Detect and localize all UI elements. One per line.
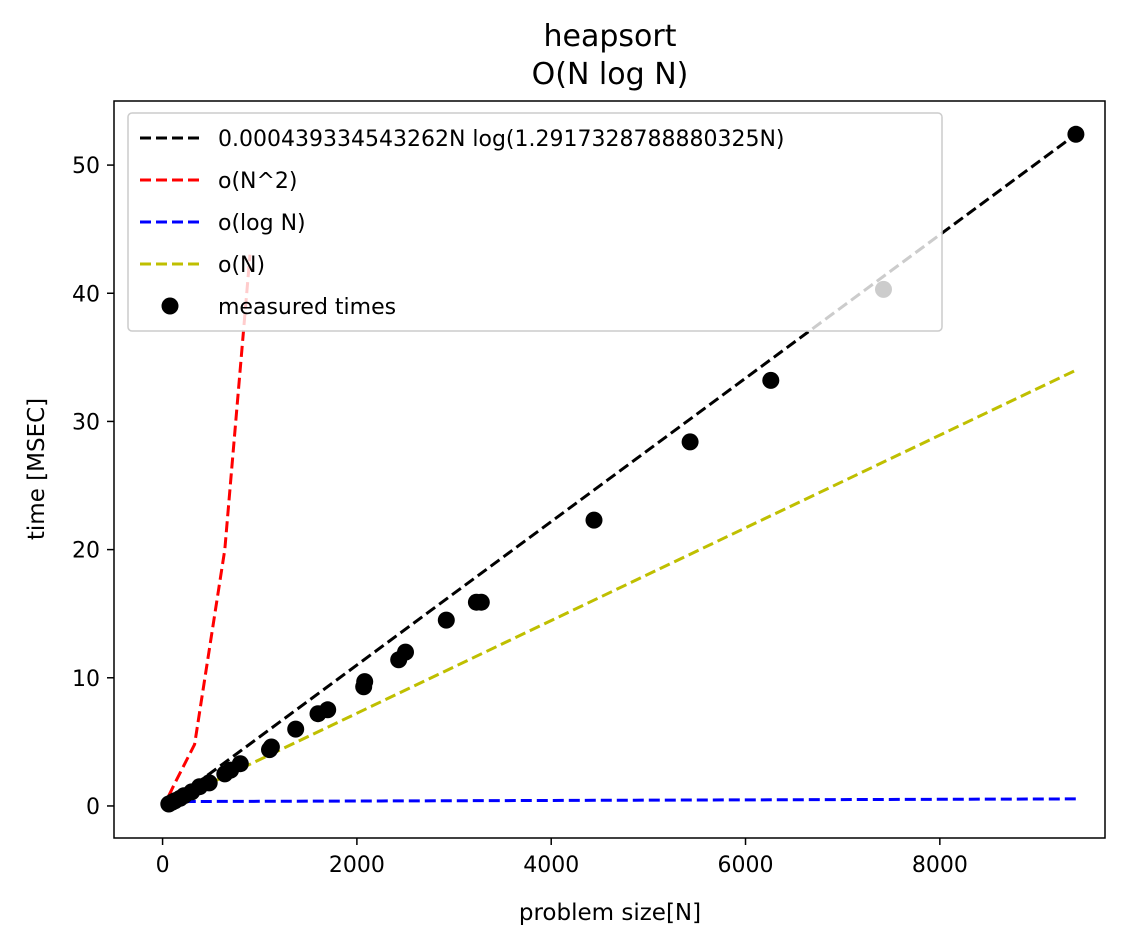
- legend-label: 0.000439334543262N log(1.291732878888032…: [218, 127, 785, 152]
- y-axis: 0 10 20 30 40 50: [72, 154, 114, 820]
- data-point: [437, 611, 455, 629]
- plot-frame: [113, 100, 1106, 839]
- data-point: [585, 511, 603, 529]
- data-point: [200, 774, 218, 792]
- x-axis: 0 2000 4000 6000 8000: [156, 838, 968, 878]
- data-point: [319, 701, 337, 719]
- chart-title: heapsort: [544, 19, 677, 54]
- legend-label: measured times: [218, 295, 396, 320]
- y-tick-label: 40: [72, 282, 100, 307]
- data-point: [356, 673, 374, 691]
- legend-label: o(N): [218, 253, 265, 278]
- series-line-1: [167, 254, 252, 797]
- legend-label: o(log N): [218, 211, 306, 236]
- x-tick-label: 2000: [329, 853, 385, 878]
- x-axis-label: problem size[N]: [519, 900, 701, 926]
- data-point: [472, 593, 490, 611]
- data-point: [1067, 125, 1085, 143]
- y-tick-label: 10: [72, 667, 100, 692]
- data-point: [231, 755, 249, 773]
- series-line-0: [167, 133, 1077, 806]
- data-point: [762, 371, 780, 389]
- data-point: [287, 720, 305, 738]
- y-tick-label: 30: [72, 410, 100, 435]
- x-tick-label: 0: [156, 853, 170, 878]
- y-tick-label: 0: [86, 795, 100, 820]
- y-tick-label: 50: [72, 154, 100, 179]
- data-point: [681, 433, 699, 451]
- x-tick-label: 8000: [912, 853, 968, 878]
- legend-swatch-marker: [161, 297, 179, 315]
- x-tick-label: 6000: [718, 853, 774, 878]
- series-line-3: [168, 368, 1077, 805]
- legend-label: o(N^2): [218, 169, 298, 194]
- y-tick-label: 20: [72, 539, 100, 564]
- y-axis-label: time [MSEC]: [24, 398, 50, 540]
- x-tick-label: 4000: [523, 853, 579, 878]
- legend-box: [127, 112, 943, 332]
- plot-area: [160, 125, 1085, 813]
- data-point: [262, 738, 280, 756]
- legend: 0.000439334543262N log(1.291732878888032…: [127, 112, 943, 332]
- data-point: [397, 643, 414, 661]
- chart-subtitle: O(N log N): [532, 57, 689, 92]
